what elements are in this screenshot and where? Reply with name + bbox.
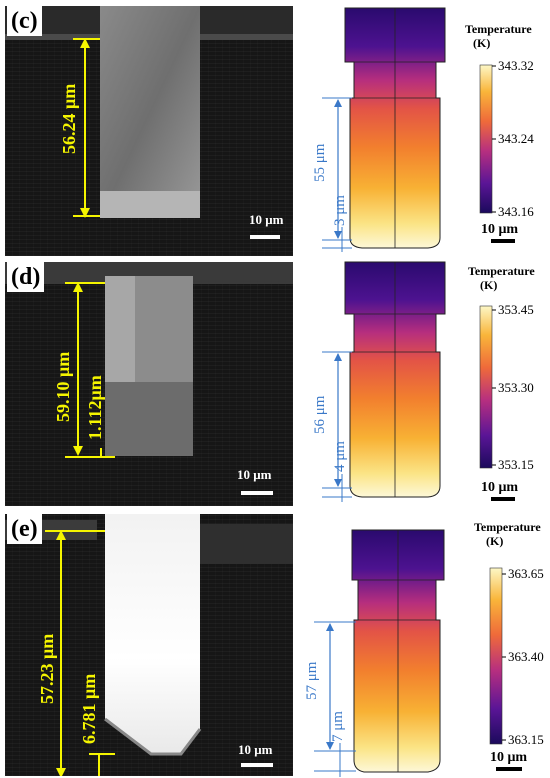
sim-scale-label-d: 10 μm bbox=[481, 480, 518, 495]
sem-scale-bar-c bbox=[250, 235, 280, 239]
panel-label-d: (d) bbox=[7, 262, 45, 292]
colorbar-tick-max-d: 353.45 bbox=[498, 302, 534, 317]
sim-depth-label-d: 56 μm bbox=[312, 395, 328, 434]
sem-scale-label-e: 10 μm bbox=[238, 742, 273, 757]
sem-bottom-label-e: 6.781 μm bbox=[79, 674, 99, 744]
sim-scale-bar-e bbox=[496, 767, 522, 771]
figure-row-d: 59.10 μm 1.112μm 10 μm (d) 56 μm 4 μm bbox=[0, 258, 550, 508]
sem-bottom-label-d: 1.112μm bbox=[85, 375, 105, 440]
colorbar-tick-max-e: 363.65 bbox=[508, 566, 544, 581]
colorbar-d bbox=[479, 305, 493, 469]
sim-bottom-label-c: 3 μm bbox=[332, 195, 348, 226]
simulation-c: 55 μm 3 μm 343.32 343.24 343.16 10 μm Te… bbox=[300, 0, 550, 258]
figure-row-e: 57.23 μm 6.781 μm 10 μm (e) 57 μm 7 μm bbox=[0, 508, 550, 778]
sem-depth-label-c: 56.24 μm bbox=[59, 84, 79, 154]
simulation-d: 56 μm 4 μm 353.45 353.30 353.15 10 μm Te… bbox=[300, 258, 550, 508]
sim-bottom-label-d: 4 μm bbox=[332, 441, 348, 472]
colorbar-tick-mid-c: 343.24 bbox=[498, 131, 534, 146]
sim-scale-bar-d bbox=[491, 497, 515, 501]
sem-scale-label-d: 10 μm bbox=[237, 467, 272, 482]
sem-image-e: 57.23 μm 6.781 μm 10 μm (e) bbox=[5, 514, 293, 776]
colorbar-title-c: Temperature (K) bbox=[465, 22, 532, 50]
sim-bottom-label-e: 7 μm bbox=[330, 711, 346, 742]
simulation-e: 57 μm 7 μm 363.65 363.40 363.15 10 μm Te… bbox=[300, 508, 550, 778]
colorbar-tick-min-e: 363.15 bbox=[508, 732, 544, 747]
colorbar-title-e: Temperature (K) bbox=[474, 520, 541, 548]
sem-depth-label-d: 59.10 μm bbox=[53, 352, 73, 422]
sim-depth-label-e: 57 μm bbox=[304, 661, 320, 700]
colorbar-tick-mid-d: 353.30 bbox=[498, 380, 534, 395]
sem-image-d: 59.10 μm 1.112μm 10 μm (d) bbox=[5, 262, 293, 506]
panel-label-e: (e) bbox=[7, 514, 42, 544]
panel-label-c: (c) bbox=[7, 6, 42, 36]
colorbar-tick-min-c: 343.16 bbox=[498, 204, 534, 219]
colorbar-tick-mid-e: 363.40 bbox=[508, 649, 544, 664]
pit-c bbox=[100, 6, 200, 218]
figure-row-c: 56.24 μm 10 μm (c) 55 μm 3 μm bbox=[0, 0, 550, 258]
sim-scale-label-e: 10 μm bbox=[490, 750, 527, 765]
colorbar-e bbox=[489, 567, 503, 745]
sem-scale-label-c: 10 μm bbox=[249, 212, 284, 227]
colorbar-tick-max-c: 343.32 bbox=[498, 58, 534, 73]
sim-scale-bar-c bbox=[491, 239, 515, 243]
sem-scale-bar-d bbox=[241, 491, 273, 495]
colorbar-title-d: Temperature (K) bbox=[468, 264, 535, 292]
sem-scale-bar-e bbox=[241, 763, 273, 767]
colorbar-c bbox=[479, 64, 493, 214]
sem-depth-label-e: 57.23 μm bbox=[37, 634, 57, 704]
colorbar-tick-min-d: 353.15 bbox=[498, 457, 534, 472]
sem-image-c: 56.24 μm 10 μm (c) bbox=[5, 6, 293, 256]
pit-e bbox=[105, 514, 200, 754]
sim-scale-label-c: 10 μm bbox=[481, 222, 518, 237]
sim-depth-label-c: 55 μm bbox=[312, 143, 328, 182]
